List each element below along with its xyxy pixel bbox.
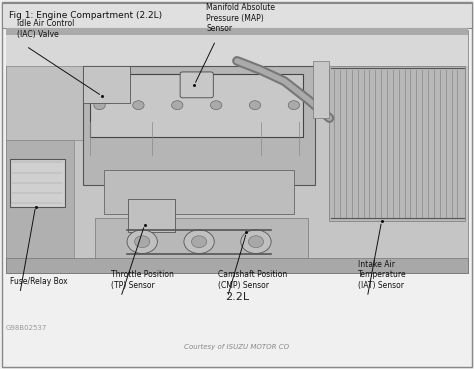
Text: Intake Air
Temperature
(IAT) Sensor: Intake Air Temperature (IAT) Sensor	[358, 260, 407, 290]
Circle shape	[184, 230, 214, 254]
Bar	[83, 66, 130, 103]
Text: Fuse/Relay Box: Fuse/Relay Box	[10, 277, 68, 286]
Circle shape	[249, 101, 261, 110]
Text: Throttle Position
(TP) Sensor: Throttle Position (TP) Sensor	[111, 270, 174, 290]
Bar	[6, 66, 86, 140]
Text: Manifold Absolute
Pressure (MAP)
Sensor: Manifold Absolute Pressure (MAP) Sensor	[206, 3, 275, 33]
Circle shape	[288, 101, 300, 110]
Circle shape	[248, 236, 264, 248]
Bar	[2, 3, 472, 28]
Text: G98B02537: G98B02537	[6, 325, 47, 331]
Text: Fig 1: Engine Compartment (2.2L): Fig 1: Engine Compartment (2.2L)	[9, 11, 162, 20]
Bar	[10, 159, 65, 207]
Text: Idle Air Control
(IAC) Valve: Idle Air Control (IAC) Valve	[17, 19, 74, 39]
Bar	[313, 61, 329, 118]
Bar	[90, 74, 303, 137]
Text: 2.2L: 2.2L	[225, 292, 249, 302]
Circle shape	[172, 101, 183, 110]
Circle shape	[210, 101, 222, 110]
Bar	[6, 30, 468, 273]
Circle shape	[135, 236, 150, 248]
Bar	[104, 170, 294, 214]
Bar	[6, 28, 468, 66]
Circle shape	[241, 230, 271, 254]
Bar	[6, 28, 468, 35]
Bar	[6, 140, 74, 273]
Circle shape	[94, 101, 105, 110]
Text: Courtesy of ISUZU MOTOR CO: Courtesy of ISUZU MOTOR CO	[184, 344, 290, 350]
Text: Camshaft Position
(CMP) Sensor: Camshaft Position (CMP) Sensor	[218, 270, 287, 290]
Bar	[6, 258, 468, 273]
Bar	[329, 66, 465, 221]
Circle shape	[191, 236, 207, 248]
Bar	[95, 218, 308, 262]
FancyBboxPatch shape	[180, 72, 213, 98]
Circle shape	[133, 101, 144, 110]
Bar	[83, 66, 315, 184]
Circle shape	[127, 230, 157, 254]
Bar	[128, 199, 175, 232]
